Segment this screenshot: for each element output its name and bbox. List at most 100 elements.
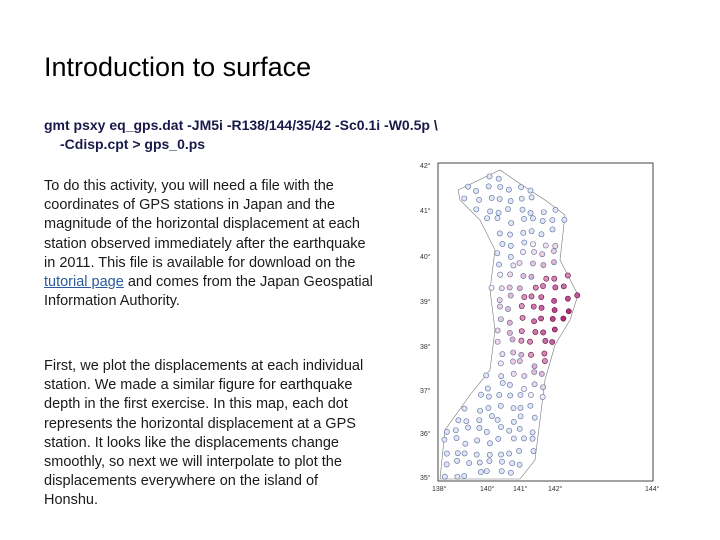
station xyxy=(452,427,459,434)
station xyxy=(560,283,567,290)
lat-label: 38° xyxy=(420,343,431,351)
station xyxy=(560,315,567,322)
station xyxy=(518,337,525,344)
station xyxy=(473,451,480,458)
station xyxy=(540,384,546,391)
station xyxy=(496,261,502,268)
station xyxy=(528,351,534,358)
station xyxy=(528,194,535,201)
station xyxy=(540,209,547,216)
station xyxy=(516,425,523,432)
station xyxy=(518,351,525,358)
station xyxy=(477,407,483,414)
station xyxy=(507,271,513,278)
command-line: gmt psxy eq_gps.dat -JM5i -R138/144/35/4… xyxy=(44,117,438,133)
station xyxy=(509,336,516,343)
station xyxy=(495,209,502,216)
station xyxy=(538,294,545,301)
station xyxy=(564,272,571,279)
station xyxy=(496,230,503,237)
station xyxy=(542,338,549,344)
station xyxy=(518,184,525,191)
station xyxy=(497,402,504,409)
station xyxy=(520,273,527,279)
station xyxy=(483,468,490,474)
station xyxy=(443,461,450,468)
station xyxy=(508,220,515,226)
station xyxy=(550,248,557,255)
lat-label: 35° xyxy=(420,474,431,482)
station xyxy=(494,327,501,334)
station xyxy=(506,330,513,336)
station xyxy=(574,292,581,299)
station xyxy=(506,450,513,457)
station xyxy=(517,413,524,420)
station xyxy=(509,460,516,467)
station xyxy=(498,373,505,380)
station xyxy=(488,413,495,419)
station xyxy=(516,448,523,454)
station xyxy=(528,228,535,235)
station xyxy=(461,450,468,457)
slide-title: Introduction to surface xyxy=(44,52,312,82)
station xyxy=(507,231,513,238)
station xyxy=(527,338,533,345)
station xyxy=(461,473,468,479)
station xyxy=(527,392,534,398)
station xyxy=(516,358,523,364)
station xyxy=(517,404,524,411)
station xyxy=(517,392,524,398)
station xyxy=(498,451,504,458)
station xyxy=(530,260,536,267)
station xyxy=(516,285,523,292)
station xyxy=(527,210,534,216)
station xyxy=(476,196,482,203)
station xyxy=(499,380,506,386)
station xyxy=(519,206,526,213)
station xyxy=(485,393,492,400)
station xyxy=(521,373,528,379)
station xyxy=(551,259,557,266)
station xyxy=(518,195,525,202)
station xyxy=(551,297,557,304)
command: gmt psxy eq_gps.dat -JM5i -R138/144/35/4… xyxy=(44,116,438,154)
lon-label: 141° xyxy=(513,485,528,493)
station xyxy=(494,215,501,222)
station xyxy=(520,249,526,255)
station xyxy=(510,370,517,377)
station xyxy=(461,195,468,202)
station xyxy=(473,188,479,194)
station xyxy=(507,198,514,204)
station xyxy=(487,440,493,447)
station xyxy=(497,184,504,190)
station xyxy=(565,308,572,315)
station xyxy=(476,459,483,466)
station xyxy=(531,318,537,325)
station xyxy=(488,284,495,291)
lat-label: 42° xyxy=(420,162,431,170)
station xyxy=(518,328,525,334)
text: and comes from the Japan Geospatial Info… xyxy=(44,274,373,310)
station xyxy=(510,405,517,412)
station xyxy=(529,435,536,442)
station xyxy=(540,262,547,268)
station xyxy=(453,435,460,441)
link[interactable]: tutorial page xyxy=(44,274,124,291)
command-line: -Cdisp.cpt > gps_0.ps xyxy=(60,136,206,152)
station xyxy=(465,183,471,190)
station xyxy=(507,292,514,299)
station xyxy=(462,440,469,447)
station xyxy=(516,461,523,468)
station xyxy=(510,262,517,269)
station xyxy=(551,307,558,313)
station xyxy=(455,417,462,424)
station xyxy=(510,435,517,442)
station xyxy=(539,218,546,224)
station xyxy=(497,303,503,310)
station xyxy=(443,450,450,457)
station xyxy=(538,315,544,322)
station xyxy=(498,468,505,475)
station xyxy=(441,436,448,443)
station xyxy=(465,424,471,431)
station xyxy=(531,249,537,255)
